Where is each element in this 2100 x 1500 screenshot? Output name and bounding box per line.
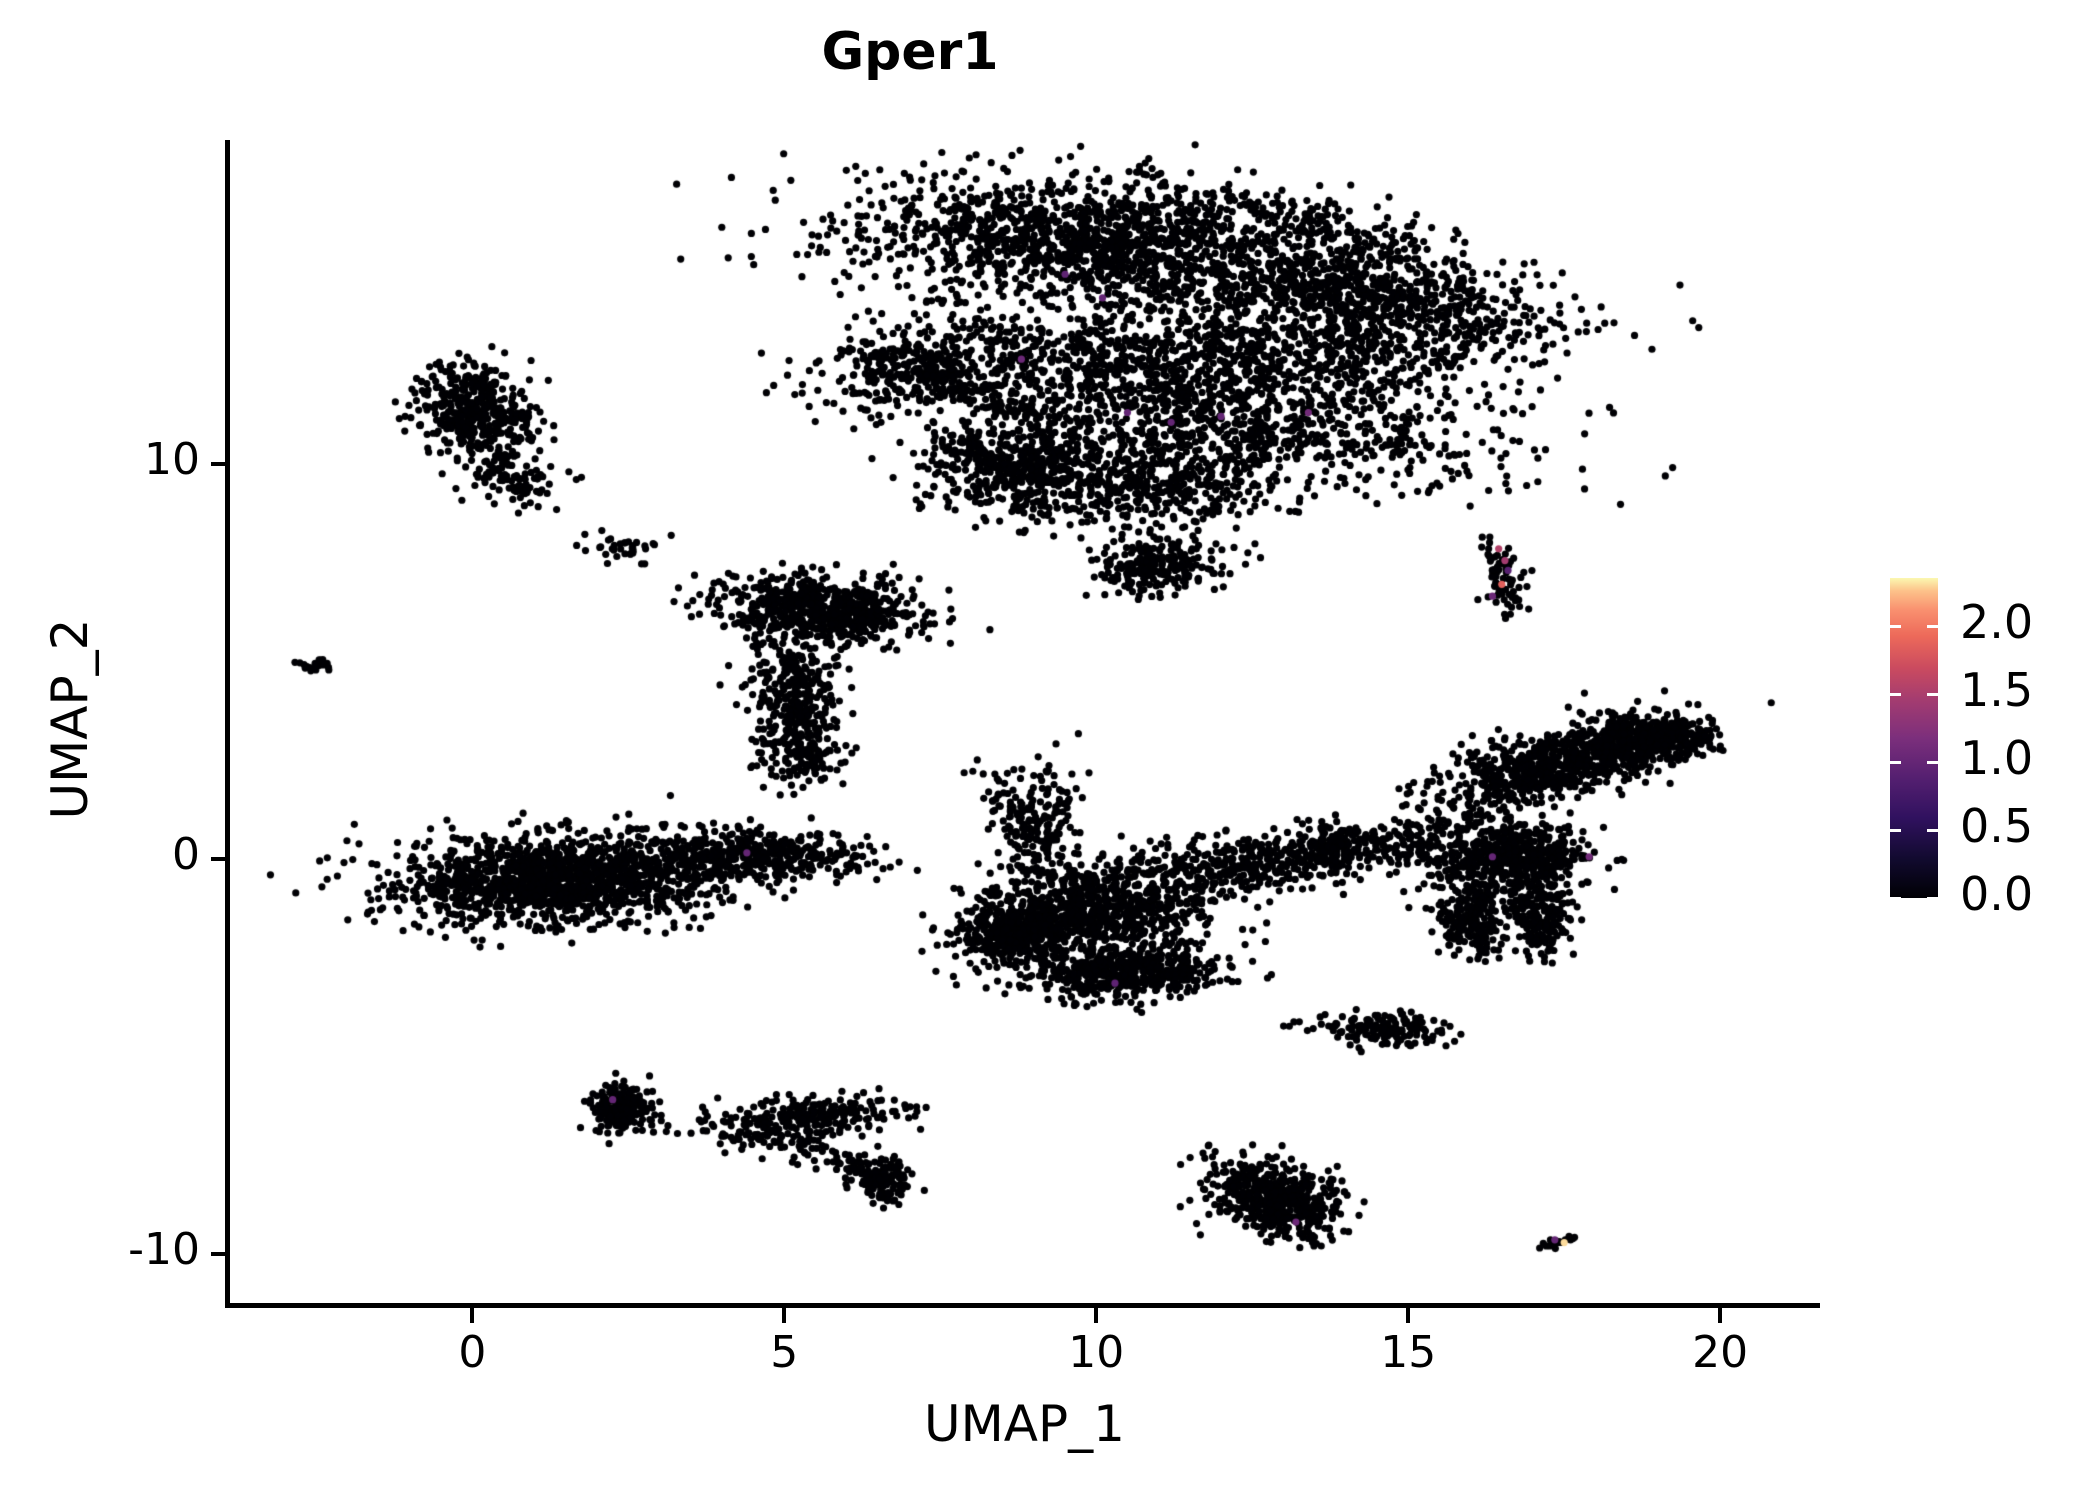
colorbar-tick-mark <box>1927 828 1938 832</box>
plot-area <box>229 140 1820 1305</box>
x-axis-label: UMAP_1 <box>924 1395 1125 1453</box>
colorbar-gradient <box>1890 578 1938 898</box>
x-tick-label: 10 <box>1068 1327 1125 1378</box>
x-tick-mark <box>782 1308 787 1323</box>
colorbar-tick-mark <box>1890 828 1901 832</box>
colorbar-tick-mark <box>1927 692 1938 696</box>
y-tick-mark <box>211 1251 226 1256</box>
x-tick-label: 0 <box>458 1327 487 1378</box>
x-tick-mark <box>1094 1308 1099 1323</box>
colorbar-tick-label: 0.0 <box>1960 867 2034 921</box>
colorbar-tick-label: 1.0 <box>1960 730 2034 785</box>
page-title: Gper1 <box>821 22 999 82</box>
colorbar-tick-mark <box>1890 760 1901 764</box>
y-axis-label: UMAP_2 <box>41 618 99 820</box>
scatter-plot <box>229 140 1820 1305</box>
y-tick-mark <box>211 461 226 466</box>
colorbar-tick-mark <box>1890 897 1901 900</box>
colorbar-tick-label: 1.5 <box>1960 662 2034 717</box>
colorbar-tick-mark <box>1890 692 1901 696</box>
x-tick-label: 5 <box>770 1327 799 1378</box>
y-tick-label: -10 <box>128 1223 200 1275</box>
x-tick-mark <box>1406 1308 1411 1323</box>
colorbar-tick-label: 2.0 <box>1960 594 2034 649</box>
colorbar-tick-mark <box>1927 624 1938 628</box>
y-tick-label: 0 <box>172 828 200 880</box>
x-tick-mark <box>1718 1308 1723 1323</box>
colorbar <box>1890 578 1938 898</box>
colorbar-tick-mark <box>1927 897 1938 900</box>
colorbar-tick-mark <box>1890 624 1901 628</box>
x-tick-label: 15 <box>1380 1327 1437 1378</box>
y-tick-mark <box>211 856 226 861</box>
x-axis-spine <box>225 1303 1820 1308</box>
y-tick-label: 10 <box>144 433 200 485</box>
x-tick-mark <box>470 1308 475 1323</box>
colorbar-tick-mark <box>1927 760 1938 764</box>
x-tick-label: 20 <box>1692 1327 1749 1378</box>
y-axis-spine <box>225 140 230 1308</box>
colorbar-tick-label: 0.5 <box>1960 798 2034 853</box>
